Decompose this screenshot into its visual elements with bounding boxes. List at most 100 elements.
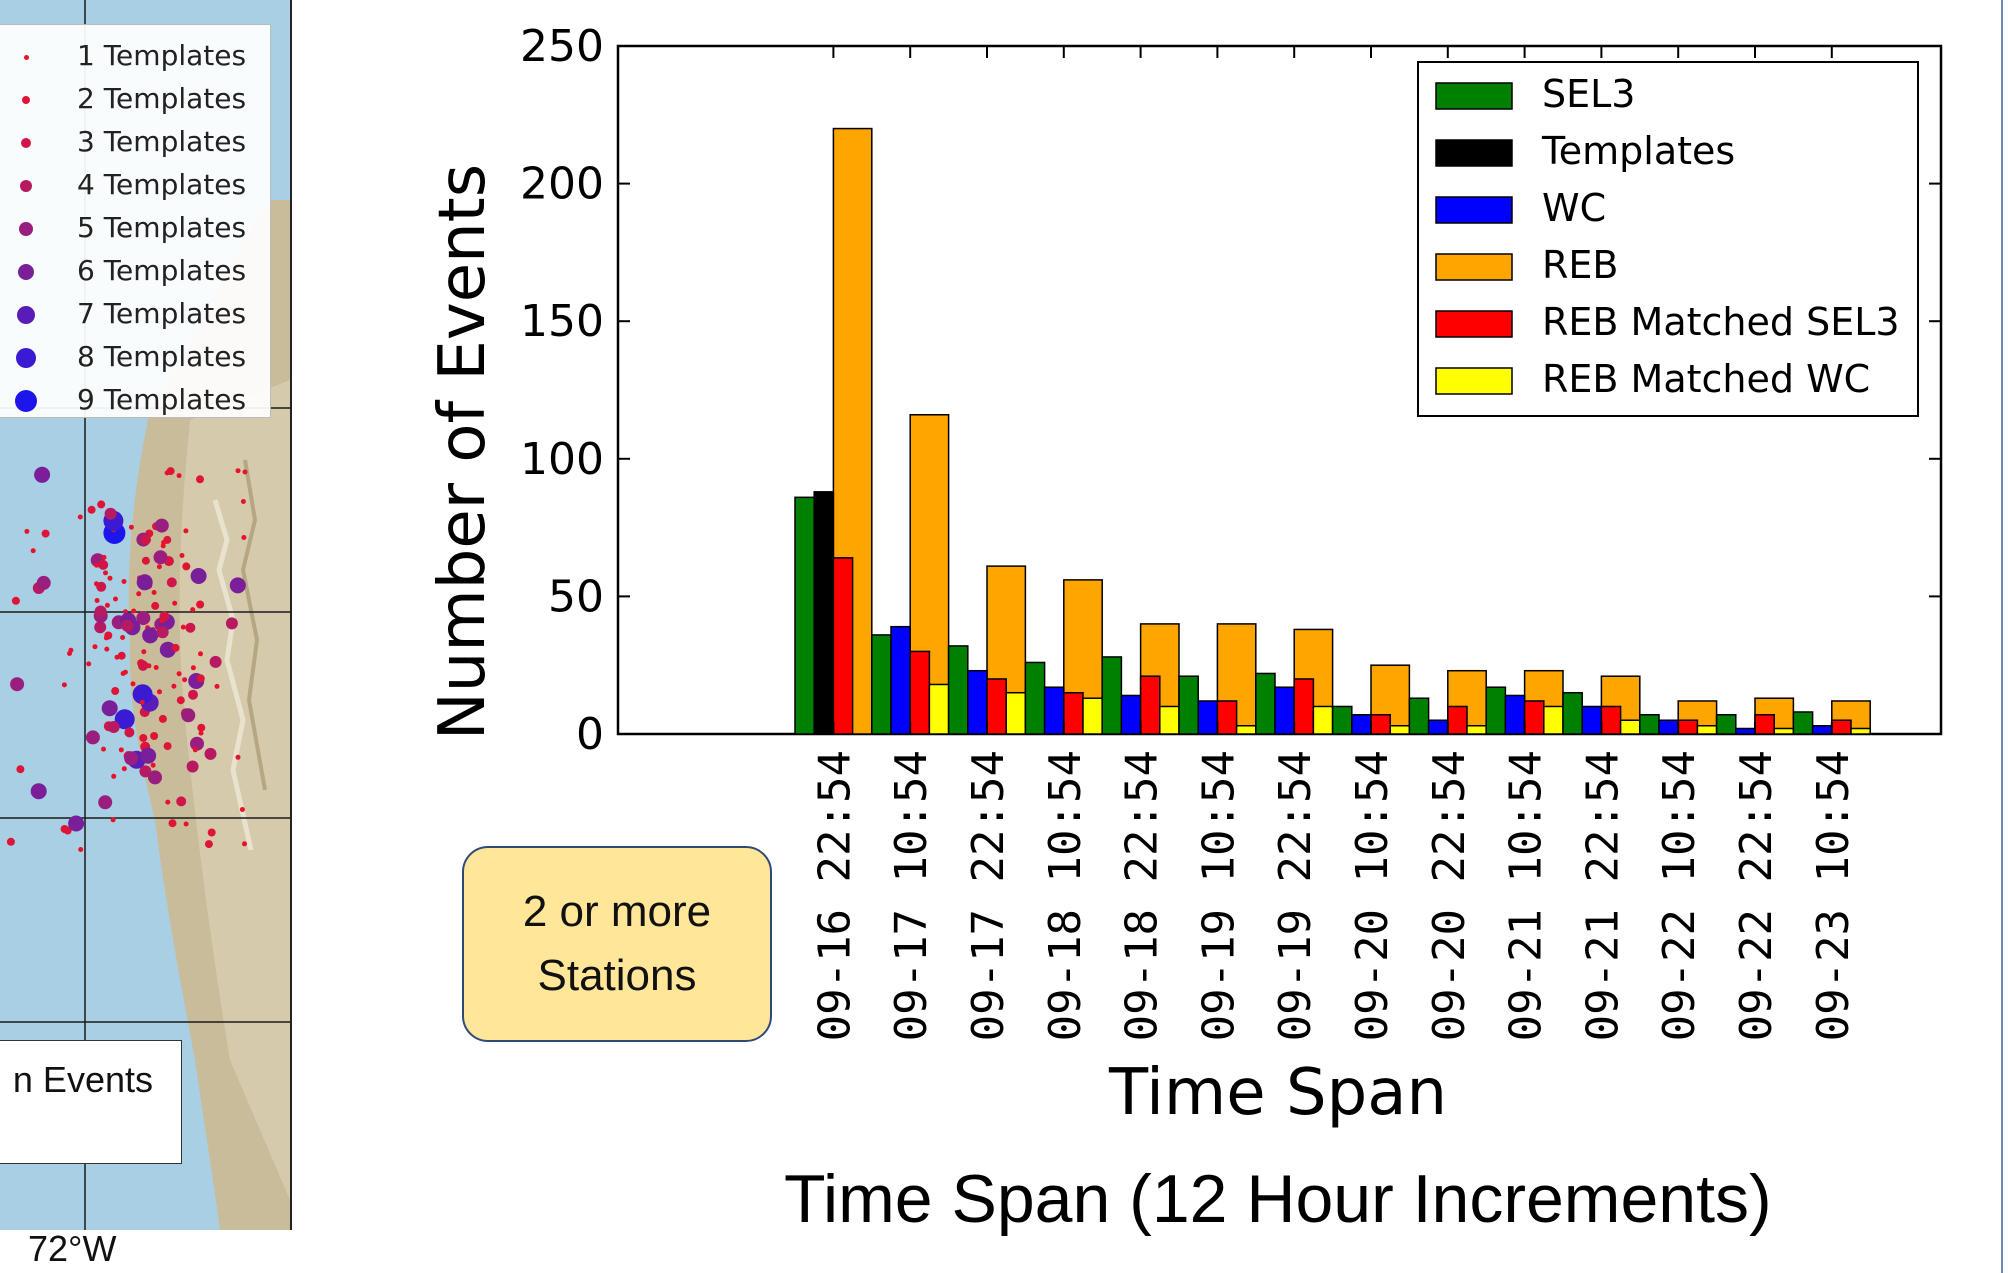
bar-wc — [1811, 724, 1833, 735]
bar-sel3 — [1255, 672, 1276, 735]
map-event-dot — [181, 708, 196, 723]
map-event-dot — [61, 682, 67, 688]
legend-label: REB — [1542, 243, 1618, 287]
map-event-dot — [190, 736, 204, 751]
map-event-dot — [110, 817, 116, 823]
map-event-dot — [60, 825, 69, 833]
map-event-dot — [30, 548, 36, 554]
legend-dot-icon — [16, 348, 36, 368]
bar-templates — [813, 491, 835, 735]
bar-reb-matched-wc — [1082, 697, 1103, 735]
map-event-dot — [111, 773, 117, 779]
map-legend-item: 9 Templates — [0, 379, 270, 419]
map-event-dots — [6, 466, 248, 852]
map-event-dot — [182, 677, 188, 683]
map-event-dot — [240, 499, 246, 504]
map-event-dot — [96, 581, 107, 592]
bar-sel3 — [794, 496, 815, 735]
bar-wc — [1735, 727, 1756, 735]
map-event-dot — [104, 602, 110, 608]
map-legend-item: 8 Templates — [0, 336, 270, 376]
map-legend-item: 6 Templates — [0, 250, 270, 290]
map-event-dot — [190, 665, 196, 671]
map-event-dot — [176, 796, 187, 807]
bar-reb-matched-wc — [1389, 724, 1411, 735]
x-tick-label: 09-23 10:54 — [1808, 750, 1859, 1041]
map-event-dot — [98, 559, 109, 570]
bar-reb-matched-wc — [1159, 705, 1180, 735]
map-event-dot — [166, 467, 175, 476]
map-event-dot — [190, 607, 196, 613]
legend-swatch — [1435, 253, 1513, 281]
map-event-dot — [101, 554, 107, 560]
legend-label: Templates — [1541, 129, 1735, 173]
map-legend-label: 5 Templates — [77, 211, 247, 244]
bar-sel3 — [1562, 691, 1583, 735]
map-event-dot — [6, 837, 15, 846]
map-event-dot — [196, 475, 204, 484]
map-event-dot — [192, 747, 198, 753]
map-event-dot — [235, 468, 241, 474]
map-event-dot — [107, 575, 113, 581]
map-event-dot — [241, 535, 247, 540]
bar-sel3 — [1715, 713, 1737, 735]
map-event-dot — [235, 754, 241, 760]
map-event-dot — [157, 689, 162, 695]
map-event-dot — [67, 651, 72, 656]
x-tick-label: 09-22 22:54 — [1731, 750, 1782, 1041]
bar-wc — [1043, 686, 1065, 735]
map-event-dot — [30, 783, 47, 800]
map-event-dot — [11, 596, 20, 605]
bar-sel3 — [947, 645, 969, 735]
map-event-dot — [242, 469, 248, 475]
bar-reb-matched-wc — [1850, 727, 1871, 735]
legend-label: SEL3 — [1542, 72, 1635, 116]
map-event-dot — [204, 747, 217, 760]
map-event-dot — [10, 677, 25, 692]
x-tick-label: 09-20 10:54 — [1347, 750, 1398, 1041]
map-event-dot — [209, 655, 222, 668]
map-event-dot — [24, 528, 30, 534]
map-event-dot — [68, 815, 85, 832]
map-event-dot — [103, 570, 108, 576]
legend-label: WC — [1542, 186, 1606, 230]
map-event-dot — [139, 734, 148, 742]
bar-wc — [967, 669, 988, 735]
map-event-dot — [124, 727, 135, 738]
legend-label: REB Matched WC — [1542, 357, 1870, 401]
map-event-dot — [141, 534, 151, 545]
map-event-dot — [141, 649, 147, 655]
map-event-dot — [188, 689, 198, 700]
map-event-dot — [92, 644, 98, 650]
map-event-dot — [41, 529, 50, 538]
x-tick-label: 09-17 10:54 — [886, 750, 937, 1041]
bar-reb-matched-wc — [1312, 705, 1334, 735]
map-event-dot — [151, 590, 157, 595]
map-event-dot — [120, 635, 126, 640]
x-tick-label: 09-22 10:54 — [1654, 750, 1705, 1041]
map-event-dot — [94, 621, 107, 634]
longitude-label: 72°W — [28, 1228, 117, 1269]
x-tick-label: 09-17 22:54 — [963, 750, 1014, 1041]
x-axis-title: Time Span — [1108, 1056, 1447, 1130]
map-legend-label: 1 Templates — [77, 39, 247, 72]
map-legend-item: 4 Templates — [0, 164, 270, 204]
bar-wc — [890, 625, 911, 735]
stations-annotation: 2 or more Stations — [462, 846, 772, 1042]
map-event-dot — [136, 574, 153, 591]
map-event-dot — [176, 671, 182, 677]
bar-reb-matched-wc — [1619, 719, 1641, 735]
y-tick-label: 200 — [520, 159, 604, 210]
legend-dot-icon — [18, 264, 34, 280]
map-event-dot — [171, 643, 180, 652]
bar-reb-matched-sel3 — [1754, 713, 1775, 735]
x-tick-label: 09-18 10:54 — [1040, 750, 1091, 1041]
map-event-dot — [128, 524, 134, 530]
map-event-dot — [229, 577, 246, 594]
map-event-dot — [77, 514, 83, 520]
bar-reb-matched-sel3 — [1600, 705, 1622, 735]
bar-sel3 — [1331, 705, 1353, 735]
map-event-dot — [159, 618, 165, 624]
bar-sel3 — [1408, 697, 1430, 735]
map-event-dot — [94, 562, 99, 568]
